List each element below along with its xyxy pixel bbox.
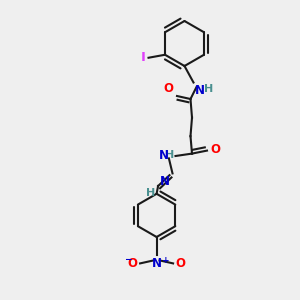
Text: +: + xyxy=(162,256,169,265)
Text: O: O xyxy=(176,257,185,270)
Text: H: H xyxy=(204,84,213,94)
Text: I: I xyxy=(141,51,146,64)
Text: O: O xyxy=(164,82,173,94)
Text: N: N xyxy=(195,84,205,97)
Text: H: H xyxy=(146,188,156,198)
Text: O: O xyxy=(128,257,138,270)
Text: H: H xyxy=(165,150,174,161)
Text: N: N xyxy=(152,256,162,269)
Text: O: O xyxy=(210,143,220,156)
Text: N: N xyxy=(159,149,169,162)
Text: N: N xyxy=(160,175,170,188)
Text: −: − xyxy=(124,255,131,264)
